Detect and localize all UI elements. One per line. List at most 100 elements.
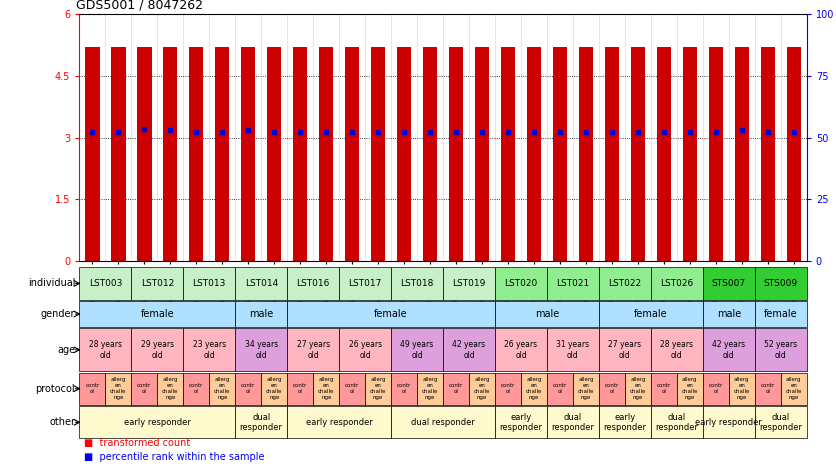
- Bar: [553, 47, 567, 261]
- Text: GDS5001 / 8047262: GDS5001 / 8047262: [76, 0, 203, 12]
- Bar: [371, 47, 385, 261]
- Bar: [288, 406, 391, 438]
- Bar: [495, 373, 521, 405]
- Text: LST018: LST018: [400, 279, 434, 288]
- Bar: [397, 47, 411, 261]
- Bar: [288, 373, 314, 405]
- Text: 34 years
old: 34 years old: [245, 340, 278, 359]
- Bar: [475, 47, 489, 261]
- Bar: [527, 47, 541, 261]
- Text: early
responder: early responder: [604, 413, 646, 432]
- Text: 52 years
old: 52 years old: [764, 340, 798, 359]
- Text: allerg
en
challe
nge: allerg en challe nge: [526, 377, 543, 400]
- Bar: [183, 373, 209, 405]
- Bar: [781, 373, 807, 405]
- Text: 31 years
old: 31 years old: [557, 340, 589, 359]
- Text: allerg
en
challe
nge: allerg en challe nge: [162, 377, 179, 400]
- Bar: [630, 47, 645, 261]
- Text: dual
responder: dual responder: [759, 413, 803, 432]
- Text: other: other: [49, 417, 75, 428]
- Bar: [163, 47, 177, 261]
- Text: contr
ol: contr ol: [345, 383, 359, 394]
- Bar: [339, 267, 391, 300]
- Bar: [288, 328, 339, 371]
- Text: contr
ol: contr ol: [397, 383, 411, 394]
- Text: protocol: protocol: [36, 383, 75, 394]
- Text: contr
ol: contr ol: [449, 383, 463, 394]
- Text: contr
ol: contr ol: [501, 383, 515, 394]
- Text: allerg
en
challe
nge: allerg en challe nge: [370, 377, 386, 400]
- Text: LST022: LST022: [609, 279, 641, 288]
- Bar: [235, 406, 288, 438]
- Text: LST003: LST003: [89, 279, 122, 288]
- Bar: [657, 47, 671, 261]
- Bar: [288, 267, 339, 300]
- Bar: [105, 373, 131, 405]
- Bar: [651, 406, 703, 438]
- Bar: [79, 328, 131, 371]
- Bar: [111, 47, 125, 261]
- Text: dual
responder: dual responder: [552, 413, 594, 432]
- Text: 28 years
old: 28 years old: [660, 340, 693, 359]
- Text: early responder: early responder: [306, 418, 373, 427]
- Bar: [703, 301, 755, 327]
- Text: contr
ol: contr ol: [85, 383, 99, 394]
- Text: 27 years
old: 27 years old: [609, 340, 641, 359]
- Bar: [495, 328, 547, 371]
- Bar: [319, 47, 334, 261]
- Bar: [755, 406, 807, 438]
- Text: age: age: [57, 345, 75, 355]
- Text: contr
ol: contr ol: [761, 383, 775, 394]
- Text: 26 years
old: 26 years old: [349, 340, 382, 359]
- Text: 29 years
old: 29 years old: [140, 340, 174, 359]
- Text: allerg
en
challe
nge: allerg en challe nge: [578, 377, 594, 400]
- Bar: [288, 301, 495, 327]
- Bar: [755, 267, 807, 300]
- Text: early responder: early responder: [124, 418, 191, 427]
- Bar: [235, 267, 288, 300]
- Bar: [651, 328, 703, 371]
- Text: early responder: early responder: [696, 418, 762, 427]
- Text: individual: individual: [28, 278, 75, 289]
- Text: LST019: LST019: [452, 279, 486, 288]
- Bar: [314, 373, 339, 405]
- Bar: [755, 301, 807, 327]
- Bar: [215, 47, 229, 261]
- Text: LST012: LST012: [140, 279, 174, 288]
- Bar: [755, 373, 781, 405]
- Bar: [703, 406, 755, 438]
- Text: LST016: LST016: [297, 279, 330, 288]
- Bar: [495, 301, 599, 327]
- Bar: [423, 47, 437, 261]
- Text: gender: gender: [41, 309, 75, 319]
- Bar: [547, 267, 599, 300]
- Text: STS009: STS009: [764, 279, 798, 288]
- Bar: [79, 406, 235, 438]
- Bar: [79, 301, 235, 327]
- Bar: [683, 47, 697, 261]
- Text: 23 years
old: 23 years old: [193, 340, 226, 359]
- Bar: [267, 47, 282, 261]
- Text: LST020: LST020: [504, 279, 538, 288]
- Text: dual
responder: dual responder: [240, 413, 283, 432]
- Bar: [339, 373, 365, 405]
- Text: contr
ol: contr ol: [709, 383, 723, 394]
- Text: early
responder: early responder: [499, 413, 543, 432]
- Text: 49 years
old: 49 years old: [400, 340, 434, 359]
- Text: male: male: [716, 309, 741, 319]
- Text: allerg
en
challe
nge: allerg en challe nge: [786, 377, 802, 400]
- Bar: [547, 328, 599, 371]
- Bar: [79, 373, 105, 405]
- Bar: [703, 328, 755, 371]
- Text: allerg
en
challe
nge: allerg en challe nge: [110, 377, 126, 400]
- Bar: [189, 47, 203, 261]
- Text: ■  transformed count: ■ transformed count: [84, 438, 190, 448]
- Bar: [599, 267, 651, 300]
- Text: allerg
en
challe
nge: allerg en challe nge: [214, 377, 231, 400]
- Bar: [495, 267, 547, 300]
- Bar: [209, 373, 235, 405]
- Text: contr
ol: contr ol: [553, 383, 567, 394]
- Bar: [391, 373, 417, 405]
- Text: LST013: LST013: [192, 279, 226, 288]
- Text: contr
ol: contr ol: [241, 383, 255, 394]
